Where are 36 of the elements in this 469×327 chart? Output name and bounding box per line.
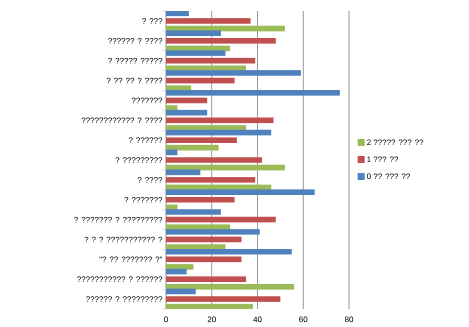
bar [166,130,272,136]
bar [166,209,221,215]
bar [166,157,262,163]
bar [166,196,235,203]
bar [166,78,235,84]
bar [166,276,246,282]
bar [166,216,276,222]
bar [166,284,294,290]
bar [166,236,242,242]
bar [166,18,251,24]
bar [166,304,253,310]
bar [166,117,274,124]
bar [166,229,260,235]
bar [166,169,200,176]
bar [166,137,237,143]
bar [166,248,292,255]
bar [166,150,178,156]
bar [166,164,285,170]
bar [166,90,340,96]
bar [166,26,285,32]
bar [166,177,256,183]
bar [166,98,208,104]
bar [166,46,230,52]
bar [166,256,242,262]
bar [166,288,196,294]
bar [166,58,256,64]
bar [166,30,221,36]
bar [166,38,276,44]
bar [166,70,301,76]
bar [166,11,189,16]
bar [166,296,280,302]
bar [166,110,208,116]
bar [166,144,219,151]
bar [166,189,315,195]
bar [166,50,226,56]
bar [166,268,187,274]
